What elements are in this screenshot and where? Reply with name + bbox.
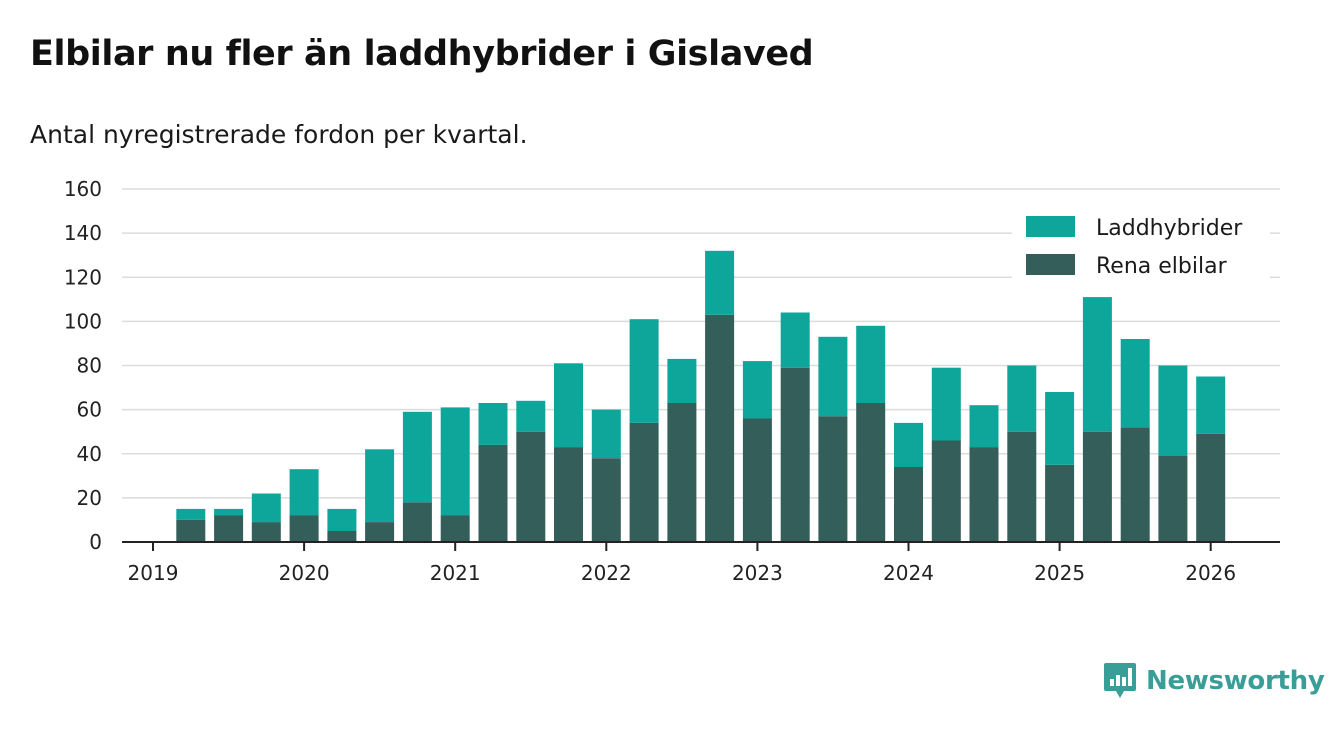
bar-rena-elbilar [1045, 464, 1075, 542]
y-tick-label: 40 [77, 442, 102, 466]
bar-rena-elbilar [629, 422, 659, 542]
chart-subtitle: Antal nyregistrerade fordon per kvartal. [30, 120, 528, 149]
bar-laddhybrider [1082, 297, 1112, 432]
y-tick-label: 0 [89, 530, 102, 554]
bar-rena-elbilar [705, 314, 735, 542]
bar-rena-elbilar [554, 447, 583, 542]
bar-rena-elbilar [176, 519, 206, 542]
bar-rena-elbilar [894, 467, 923, 542]
bar-rena-elbilar [856, 403, 886, 542]
bar-laddhybrider [1158, 365, 1188, 456]
bar-laddhybrider [931, 367, 961, 441]
bar-rena-elbilar [1007, 431, 1037, 542]
bar-laddhybrider [327, 508, 357, 531]
bar-laddhybrider [591, 409, 621, 459]
y-tick-label: 20 [77, 486, 102, 510]
y-tick-label: 100 [64, 309, 102, 333]
bar-laddhybrider [969, 405, 999, 448]
x-tick-label: 2022 [581, 561, 632, 585]
legend-swatch [1026, 216, 1075, 237]
bar-laddhybrider [856, 325, 886, 403]
bar-laddhybrider [289, 469, 319, 516]
x-tick-label: 2026 [1185, 561, 1236, 585]
bar-laddhybrider [554, 363, 583, 448]
stacked-bar-chart: 0 20 40 60 80 100 120 140 160 2019 2020 2021 2022 202… [64, 177, 1280, 585]
chart-title: Elbilar nu fler än laddhybrider i Gislav… [30, 34, 814, 74]
bar-laddhybrider [478, 403, 508, 445]
bar-laddhybrider [1120, 339, 1150, 428]
bar-rena-elbilar [1082, 431, 1112, 542]
bar-rena-elbilar [289, 515, 319, 542]
legend-label: Laddhybrider [1096, 216, 1243, 241]
bar-laddhybrider [516, 400, 546, 432]
bar-rena-elbilar [402, 502, 432, 542]
x-tick-label: 2023 [732, 561, 783, 585]
bar-rena-elbilar [214, 515, 244, 542]
legend-swatch [1026, 254, 1075, 275]
brand-logo: Newsworthy [1103, 662, 1325, 700]
legend-label: Rena elbilar [1096, 254, 1228, 279]
bar-rena-elbilar [365, 522, 395, 542]
x-tick-label: 2020 [279, 561, 330, 585]
bar-rena-elbilar [931, 440, 961, 542]
bar-chart-speech-bubble-icon [1104, 663, 1136, 698]
y-tick-label: 140 [64, 221, 102, 245]
bar-laddhybrider [1045, 392, 1075, 465]
bar-rena-elbilar [1196, 433, 1226, 542]
bar-laddhybrider [742, 361, 772, 419]
bar-laddhybrider [214, 508, 244, 516]
bar-laddhybrider [705, 250, 735, 315]
bar-rena-elbilar [251, 522, 281, 542]
bar-rena-elbilar [1120, 427, 1150, 542]
bar-laddhybrider [251, 493, 281, 523]
bar-laddhybrider [1007, 365, 1037, 432]
bar-rena-elbilar [667, 403, 697, 542]
bar-rena-elbilar [440, 515, 470, 542]
bar-rena-elbilar [780, 367, 810, 542]
bar-laddhybrider [629, 319, 659, 423]
bar-laddhybrider [402, 411, 432, 503]
bar-laddhybrider [365, 449, 395, 523]
bar-rena-elbilar [591, 458, 621, 542]
bar-rena-elbilar [969, 447, 999, 542]
brand-name: Newsworthy [1146, 666, 1325, 696]
bar-laddhybrider [1196, 376, 1226, 434]
bar-rena-elbilar [478, 444, 508, 542]
bar-rena-elbilar [1158, 456, 1188, 542]
y-tick-label: 60 [77, 398, 102, 422]
y-tick-label: 120 [64, 265, 102, 289]
bar-rena-elbilar [818, 416, 848, 542]
bar-laddhybrider [176, 508, 206, 520]
bar-rena-elbilar [742, 418, 772, 542]
bar-laddhybrider [894, 422, 923, 467]
bar-laddhybrider [818, 336, 848, 417]
x-tick-label: 2021 [430, 561, 481, 585]
x-tick-label: 2019 [128, 561, 179, 585]
bar-rena-elbilar [327, 531, 357, 542]
y-tick-label: 160 [64, 177, 102, 201]
bar-laddhybrider [780, 312, 810, 368]
bar-rena-elbilar [516, 431, 546, 542]
y-tick-label: 80 [77, 354, 102, 378]
bar-laddhybrider [440, 407, 470, 516]
x-tick-label: 2025 [1034, 561, 1085, 585]
x-tick-label: 2024 [883, 561, 934, 585]
bar-laddhybrider [667, 358, 697, 403]
